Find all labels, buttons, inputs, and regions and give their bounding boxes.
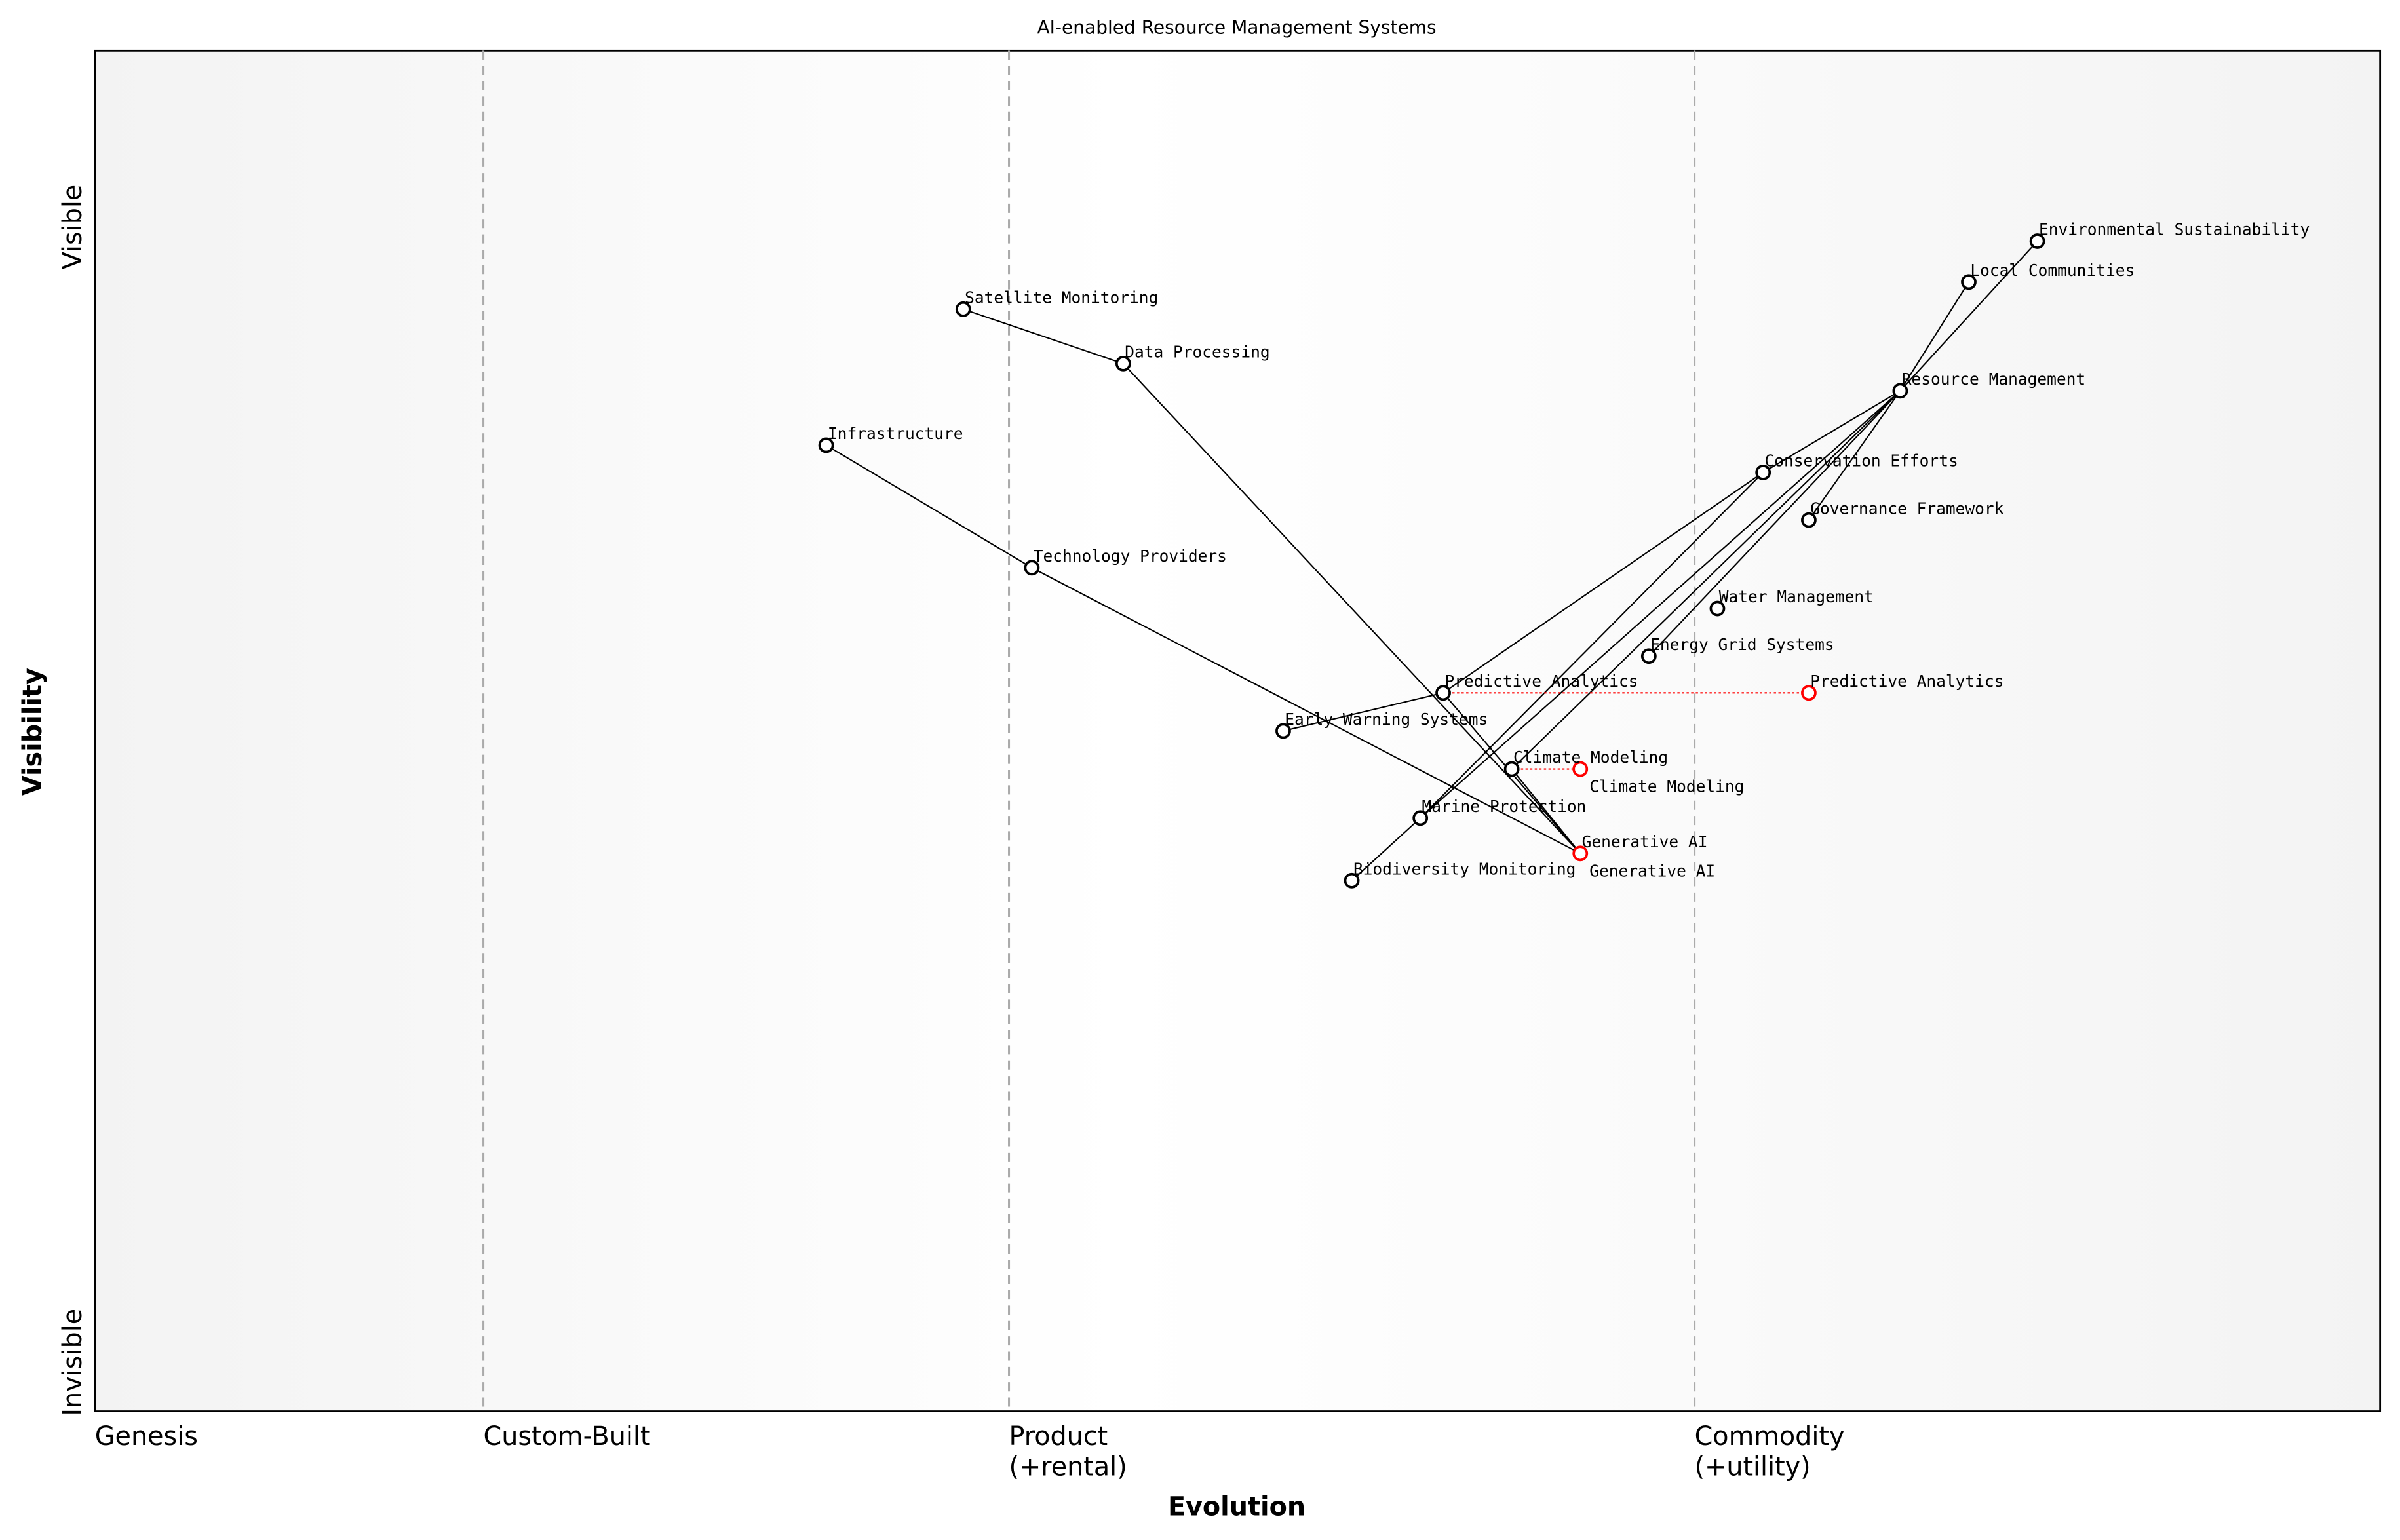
link-line xyxy=(1762,390,1901,473)
component-label: Climate Modeling xyxy=(1513,748,1668,767)
stage-label: Product xyxy=(1009,1421,1108,1452)
component-label: Predictive Analytics xyxy=(1444,672,1638,691)
evolved-node[interactable] xyxy=(1801,685,1817,701)
stage-sublabel: (+utility) xyxy=(1695,1452,1811,1482)
link-line xyxy=(1808,390,1901,521)
component-label: Governance Framework xyxy=(1810,499,2003,518)
link-line xyxy=(1899,241,2038,392)
component-label: Generative AI xyxy=(1582,832,1708,851)
component-label: Local Communities xyxy=(1970,261,2135,280)
component-node[interactable] xyxy=(1755,465,1771,480)
y-bottom-label: Invisible xyxy=(58,1309,88,1416)
plot-area xyxy=(94,49,2382,1412)
component-label: Satellite Monitoring xyxy=(965,288,1158,307)
link-line xyxy=(826,444,1032,569)
component-node[interactable] xyxy=(1801,512,1817,528)
link-line xyxy=(1442,472,1764,694)
stage-label: Commodity xyxy=(1695,1421,1845,1452)
component-node[interactable] xyxy=(1024,560,1040,576)
component-node[interactable] xyxy=(955,301,971,317)
component-node[interactable] xyxy=(1435,685,1451,701)
component-node[interactable] xyxy=(1709,600,1726,617)
component-node[interactable] xyxy=(1892,383,1908,399)
link-line xyxy=(1031,567,1581,855)
component-label: Environmental Sustainability xyxy=(2039,220,2310,239)
evolved-node[interactable] xyxy=(1572,845,1589,862)
link-line xyxy=(1511,390,1901,770)
evolved-label: Climate Modeling xyxy=(1589,777,1744,796)
map-title: AI-enabled Resource Management Systems xyxy=(1037,17,1437,39)
stage-label: Custom-Built xyxy=(484,1421,651,1452)
component-label: Technology Providers xyxy=(1034,547,1227,566)
component-node[interactable] xyxy=(818,437,834,453)
evolved-label: Generative AI xyxy=(1589,861,1715,880)
component-node[interactable] xyxy=(1961,274,1977,290)
component-label: Marine Protection xyxy=(1422,797,1587,816)
evolved-node[interactable] xyxy=(1572,761,1589,777)
component-node[interactable] xyxy=(1503,761,1520,777)
component-label: Conservation Efforts xyxy=(1765,452,1958,471)
component-node[interactable] xyxy=(1344,872,1360,889)
component-node[interactable] xyxy=(2029,233,2045,249)
component-label: Infrastructure xyxy=(828,424,963,443)
component-node[interactable] xyxy=(1275,723,1291,739)
component-label: Biodiversity Monitoring xyxy=(1353,859,1576,878)
link-line xyxy=(1351,817,1421,881)
y-axis-label: Visibility xyxy=(18,668,48,796)
component-node[interactable] xyxy=(1412,810,1429,826)
component-node[interactable] xyxy=(1640,648,1657,664)
link-line xyxy=(1420,390,1901,819)
component-label: Data Processing xyxy=(1125,343,1269,362)
component-label: Energy Grid Systems xyxy=(1650,635,1834,654)
component-node[interactable] xyxy=(1115,355,1131,372)
link-line xyxy=(1511,768,1581,854)
component-label: Early Warning Systems xyxy=(1285,710,1488,729)
link-line xyxy=(963,308,1124,364)
link-line xyxy=(1648,390,1901,657)
evolved-label: Predictive Analytics xyxy=(1810,672,2003,691)
y-top-label: Visible xyxy=(58,185,88,270)
x-axis-label: Evolution xyxy=(1168,1492,1306,1522)
stage-sublabel: (+rental) xyxy=(1009,1452,1127,1482)
stage-label: Genesis xyxy=(95,1421,198,1452)
link-line xyxy=(1123,363,1581,855)
link-line xyxy=(1899,281,1969,391)
component-label: Resource Management xyxy=(1902,370,2085,389)
link-line xyxy=(1420,472,1764,819)
component-label: Water Management xyxy=(1719,587,1874,606)
link-line xyxy=(1283,692,1444,732)
